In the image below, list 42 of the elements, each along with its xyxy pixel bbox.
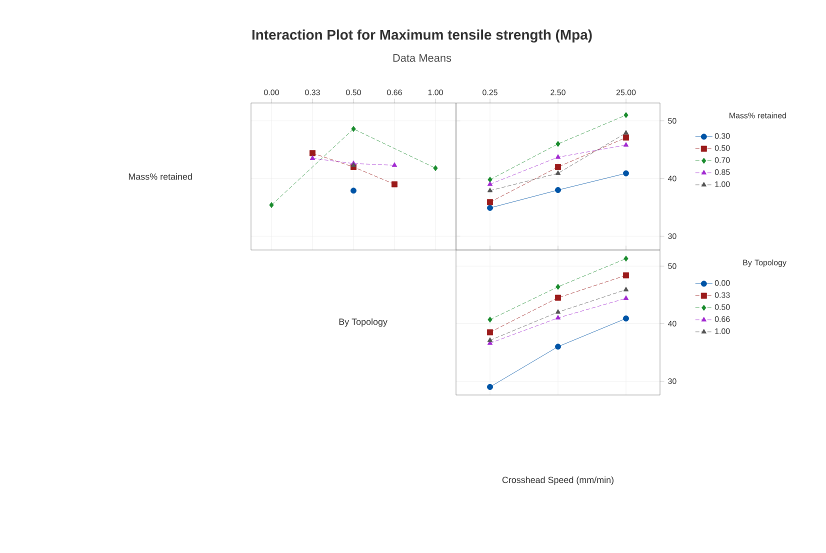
y-axis-title: By Topology [339, 318, 388, 327]
point [624, 256, 628, 262]
point [623, 170, 629, 176]
point [555, 170, 561, 175]
point [623, 286, 629, 292]
point [623, 295, 629, 300]
point [350, 188, 356, 194]
point [623, 315, 629, 322]
point [488, 316, 492, 323]
chart-title: Interaction Plot for Maximum tensile strength (Mpa) [252, 29, 592, 43]
point [623, 130, 629, 135]
point [555, 154, 561, 159]
point [269, 202, 274, 208]
point [392, 162, 398, 167]
point [487, 204, 493, 211]
point [555, 314, 561, 320]
point [487, 384, 493, 390]
point [487, 337, 493, 342]
point [488, 176, 492, 183]
point [487, 199, 493, 206]
point [556, 140, 560, 147]
point [623, 134, 629, 141]
point [555, 294, 561, 301]
point [310, 155, 316, 160]
point [487, 188, 493, 192]
x-axis-title: Crosshead Speed (mm/min) [502, 476, 614, 485]
y-axis-title: Mass% retained [128, 173, 192, 180]
point [624, 112, 628, 118]
point [555, 164, 561, 170]
point [623, 142, 629, 147]
point [555, 187, 561, 194]
point [623, 272, 629, 278]
chart-subtitle: Data Means [393, 54, 452, 62]
point [433, 165, 438, 172]
point [392, 181, 398, 188]
point [487, 181, 493, 186]
point [556, 284, 560, 290]
point [487, 329, 493, 336]
point [555, 309, 561, 314]
point [351, 126, 356, 132]
point [310, 150, 316, 156]
point [555, 344, 561, 350]
